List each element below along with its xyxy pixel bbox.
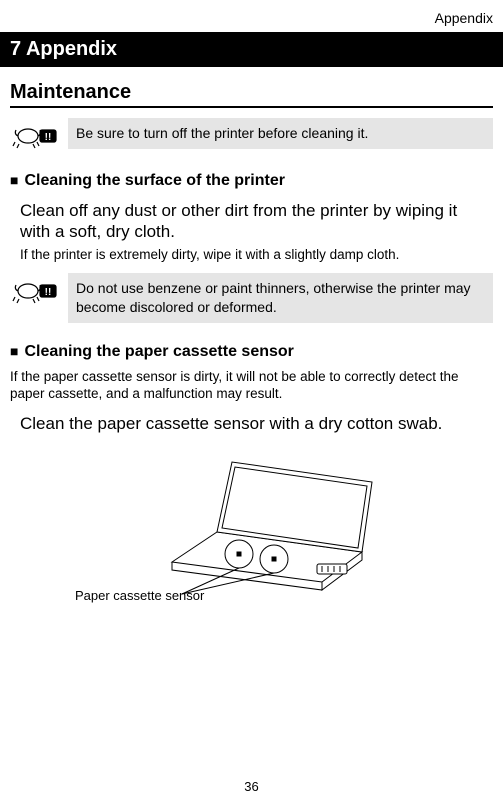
warning-row-2: !! Do not use benzene or paint thinners,… — [10, 273, 493, 323]
svg-text:!!: !! — [45, 287, 52, 298]
body-clean-surface-main: Clean off any dust or other dirt from th… — [20, 200, 483, 243]
header-right-label: Appendix — [0, 0, 503, 32]
subsection-cleaning-sensor-title: Cleaning the paper cassette sensor — [24, 343, 293, 360]
warning-box-2-text: Do not use benzene or paint thinners, ot… — [68, 273, 493, 323]
chapter-title-bar: 7 Appendix — [0, 32, 503, 67]
subsection-cleaning-surface-title: Cleaning the surface of the printer — [24, 172, 284, 189]
diagram-area: Paper cassette sensor — [0, 442, 503, 607]
page-number: 36 — [0, 779, 503, 794]
svg-text:!!: !! — [45, 132, 52, 143]
body-clean-sensor-main: Clean the paper cassette sensor with a d… — [20, 413, 483, 434]
warning-box-1-text: Be sure to turn off the printer before c… — [68, 118, 493, 149]
section-maintenance-title: Maintenance — [10, 81, 493, 108]
paper-cassette-diagram — [122, 442, 382, 602]
sensor-intro-text: If the paper cassette sensor is dirty, i… — [10, 369, 493, 403]
attention-icon: !! — [10, 275, 60, 307]
subsection-bullet: ■ — [10, 343, 18, 359]
attention-icon: !! — [10, 120, 60, 152]
subsection-cleaning-surface: ■ Cleaning the surface of the printer — [10, 172, 493, 190]
warning-row-1: !! Be sure to turn off the printer befor… — [10, 118, 493, 152]
body-clean-surface-note: If the printer is extremely dirty, wipe … — [20, 247, 483, 264]
diagram-label: Paper cassette sensor — [75, 588, 204, 603]
subsection-cleaning-sensor: ■ Cleaning the paper cassette sensor — [10, 343, 493, 361]
subsection-bullet: ■ — [10, 172, 18, 188]
